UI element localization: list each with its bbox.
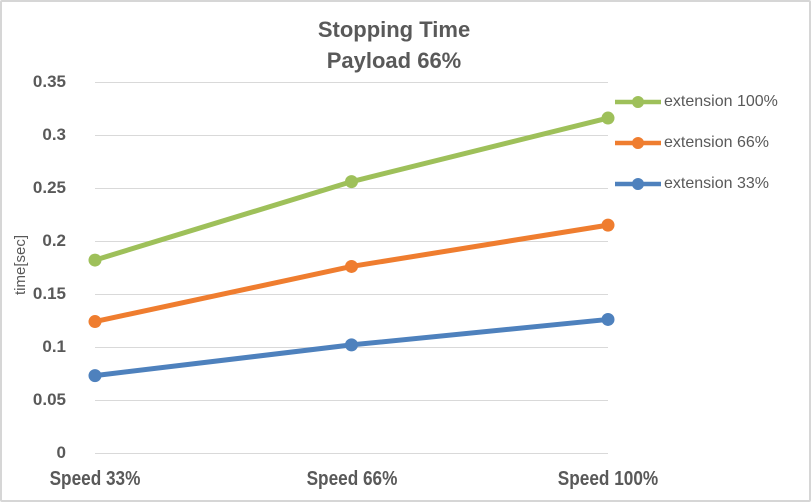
- data-point: [601, 111, 615, 125]
- series-canvas: [88, 111, 615, 383]
- data-point: [601, 218, 615, 232]
- y-tick-label: 0.3: [42, 125, 66, 144]
- data-point: [345, 175, 358, 189]
- gridline: [95, 294, 608, 295]
- y-tick-label: 0.15: [32, 284, 66, 303]
- x-axis-label: Speed 33%: [49, 468, 141, 490]
- data-point: [345, 338, 358, 352]
- legend-marker-icon: [615, 137, 661, 149]
- legend-marker-icon: [615, 178, 661, 190]
- series-line-extension-66-: [92, 222, 611, 325]
- gridline: [95, 135, 608, 136]
- y-tick-label: 0.25: [32, 178, 66, 197]
- legend-entry: extension 100%: [614, 92, 778, 112]
- chart-title: Stopping Time: [317, 17, 471, 42]
- gridline: [95, 400, 608, 401]
- data-point: [88, 369, 102, 383]
- legend-label: extension 66%: [664, 134, 769, 151]
- chart-title-block: Stopping Time Payload 66%: [2, 14, 786, 76]
- legend-entry: extension 66%: [614, 133, 778, 153]
- y-axis-title: time[sec]: [12, 235, 29, 296]
- data-point: [88, 315, 102, 329]
- y-tick-label: 0.2: [42, 231, 66, 250]
- y-tick-label: 0.1: [42, 337, 66, 356]
- legend-marker-icon: [615, 96, 661, 108]
- data-point: [88, 253, 102, 267]
- legend: extension 100% extension 66% extension 33%: [614, 92, 778, 194]
- legend-label: extension 33%: [664, 175, 769, 192]
- y-tick-label: 0.05: [32, 390, 66, 409]
- legend-label: extension 100%: [664, 93, 778, 110]
- data-point: [601, 312, 615, 326]
- y-tick-label: 0.35: [32, 72, 66, 91]
- gridline: [95, 453, 608, 454]
- x-axis-label: Speed 100%: [557, 468, 659, 490]
- gridline: [95, 241, 608, 242]
- gridline: [95, 82, 608, 83]
- x-axis-label: Speed 66%: [306, 468, 397, 490]
- gridline: [95, 188, 608, 189]
- data-point: [345, 259, 358, 273]
- chart-subtitle: Payload 66%: [326, 48, 462, 73]
- legend-entry: extension 33%: [614, 174, 778, 194]
- plot-area: [88, 82, 615, 454]
- y-tick-label: 0: [56, 443, 66, 462]
